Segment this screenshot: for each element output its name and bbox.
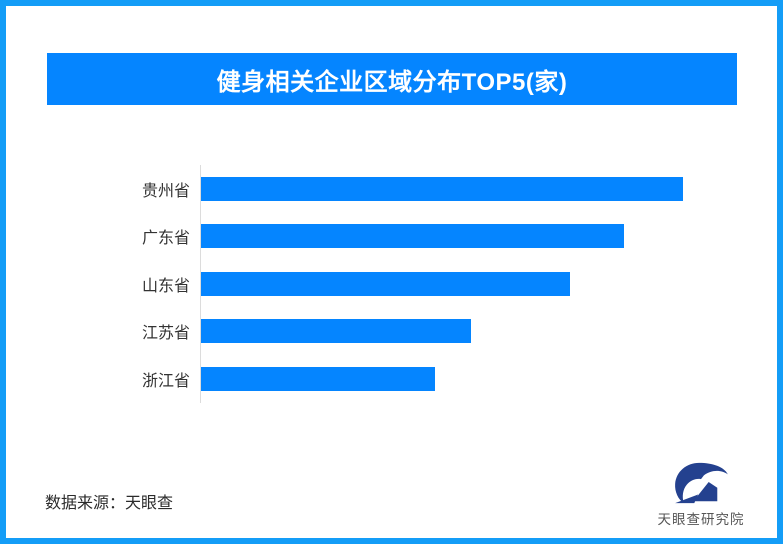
chart-title: 健身相关企业区域分布TOP5(家) [216,68,568,96]
brand-name: 天眼查研究院 [657,512,745,527]
chart-row: 广东省 [45,212,701,260]
data-source-label: 数据来源：天眼查 [45,495,174,512]
tianyancha-logo-icon [675,462,728,504]
bar [201,366,436,391]
bar-track [200,355,701,403]
bar-track [200,307,701,355]
chart-row: 浙江省 [45,355,701,403]
bar [201,271,571,296]
bar [201,319,471,344]
category-label: 江苏省 [141,325,190,343]
chart-row: 山东省 [45,260,701,308]
chart-row: 贵州省 [45,165,701,213]
bar [201,224,625,249]
brand-logo: 天眼查研究院 [641,460,761,528]
bar-track [200,165,701,213]
chart-row: 江苏省 [45,307,701,355]
bar-chart: 贵州省广东省山东省江苏省浙江省 [45,165,701,403]
category-label: 山东省 [141,277,190,295]
bar-track [200,260,701,308]
bar-chart-rows: 贵州省广东省山东省江苏省浙江省 [45,165,701,403]
bar-track [200,212,701,260]
chart-title-banner: 健身相关企业区域分布TOP5(家) [47,53,737,105]
category-label: 广东省 [141,230,190,248]
bar [201,176,683,201]
category-label: 贵州省 [141,182,190,200]
category-label: 浙江省 [141,372,190,390]
